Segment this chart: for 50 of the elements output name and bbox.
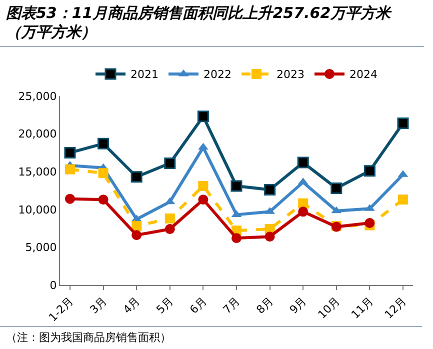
point (197, 110, 209, 122)
point (198, 142, 208, 150)
point (164, 213, 175, 224)
x-tick-label: 10月 (316, 294, 342, 322)
x-tick-label: 1-2月 (46, 294, 76, 324)
legend-label: 2023 (276, 68, 304, 82)
point (64, 194, 75, 204)
point (298, 198, 308, 208)
point (98, 168, 108, 178)
point (232, 233, 242, 244)
point (198, 194, 208, 205)
x-tick-label: 4月 (120, 294, 143, 316)
y-tick-label: 20,000 (18, 128, 57, 141)
point (364, 165, 376, 177)
point (164, 158, 176, 170)
point (132, 230, 142, 240)
y-tick-label: 5,000 (25, 241, 57, 254)
x-tick-label: 7月 (220, 294, 243, 316)
point (264, 232, 275, 242)
point (132, 221, 142, 232)
x-tick-label: 12月 (382, 294, 410, 322)
point (330, 182, 342, 194)
x-tick-label: 9月 (287, 294, 310, 316)
point (397, 117, 409, 129)
y-tick-label: 25,000 (18, 90, 57, 103)
x-tick-label: 8月 (254, 294, 276, 316)
y-tick-label: 0 (50, 278, 57, 292)
x-tick-label: 11月 (348, 294, 376, 322)
point (164, 224, 175, 234)
legend-label: 2024 (350, 68, 378, 82)
text: （注：图为我国商品房销售面积） (0, 326, 422, 348)
y-tick-label: 15,000 (18, 165, 57, 178)
point (230, 180, 242, 192)
legend-label: 2021 (130, 68, 158, 82)
point (130, 171, 142, 183)
point (64, 164, 75, 174)
legend-label: 2022 (204, 68, 232, 82)
x-tick-label: 3月 (87, 294, 110, 316)
point (98, 194, 108, 205)
point (398, 194, 408, 205)
x-tick-label: 5月 (154, 294, 176, 316)
point (198, 180, 208, 191)
point (298, 206, 308, 217)
point (64, 146, 76, 158)
point (297, 156, 309, 168)
point (98, 138, 110, 150)
point (264, 184, 276, 196)
x-tick-label: 6月 (187, 294, 210, 316)
y-tick-label: 10,000 (18, 203, 57, 216)
chart-title: 图表53：11月商品房销售面积同比上升257.62万平方米（万平方米） (0, 0, 424, 47)
